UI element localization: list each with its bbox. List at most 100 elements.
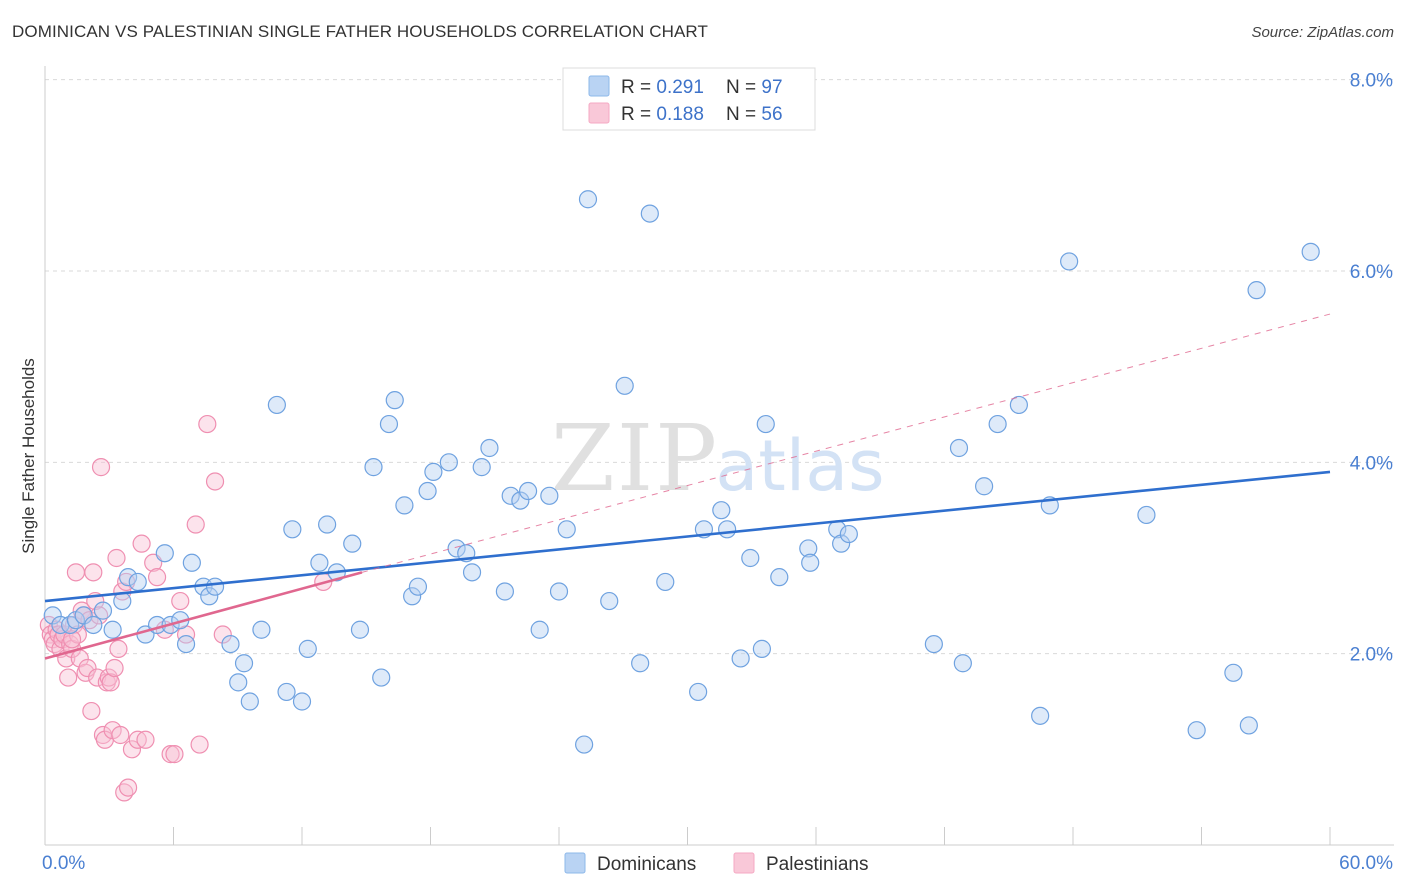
dominicans-point-34	[343, 534, 362, 553]
dominicans-point-49	[472, 458, 491, 477]
dominicans-point-59	[575, 735, 594, 754]
palestinians-point-55	[198, 414, 217, 434]
dominicans-point-4	[74, 606, 93, 625]
dominicans-point-65	[656, 572, 675, 592]
y-tick-label-3: 8.0%	[1350, 71, 1393, 92]
dominicans-point-38	[379, 414, 399, 434]
palestinians-point-41	[118, 778, 138, 797]
dominicans-point-88	[1060, 252, 1079, 271]
dominicans-point-25	[252, 620, 271, 639]
dominicans-point-71	[741, 548, 760, 568]
dominicans-point-89	[1137, 505, 1156, 525]
palestinians-point-14	[66, 563, 86, 582]
dominicans-point-37	[372, 668, 391, 687]
dominicans-point-35	[350, 620, 370, 639]
legend-n-dominicans: 97	[761, 77, 782, 98]
axes	[44, 66, 1394, 846]
dominicans-point-0	[43, 606, 62, 625]
y-tick-labels: 2.0% 4.0% 6.0% 8.0%	[1350, 71, 1393, 666]
dominicans-point-55	[530, 620, 549, 639]
dominicans-point-44	[424, 462, 443, 481]
dominicans-point-70	[731, 649, 750, 668]
dominicans-point-72	[752, 639, 771, 658]
y-tick-label-1: 4.0%	[1350, 453, 1393, 474]
legend-swatch-palestinians	[588, 102, 610, 124]
dominicans-point-94	[1301, 242, 1320, 261]
chart-title: DOMINICAN VS PALESTINIAN SINGLE FATHER H…	[12, 22, 708, 41]
palestinians-points	[39, 414, 333, 802]
dominicans-point-20	[205, 577, 225, 596]
dominicans-point-41	[403, 587, 422, 606]
palestinians-point-20	[78, 658, 97, 678]
palestinians-point-34	[105, 658, 124, 678]
palestinians-point-37	[111, 725, 130, 745]
dominicans-point-27	[277, 682, 296, 702]
dominicans-point-50	[480, 438, 499, 458]
palestinians-point-22	[82, 701, 101, 721]
palestinians-point-51	[171, 591, 190, 611]
dominicans-point-62	[615, 376, 634, 395]
source-label: Source: ZipAtlas.com	[1251, 24, 1394, 41]
legend-r-palestinians: 0.188	[656, 104, 704, 125]
palestinians-point-43	[128, 730, 147, 749]
dominicans-point-28	[283, 520, 302, 539]
dominicans-point-19	[200, 587, 219, 606]
bottom-legend-swatch-dominicans	[564, 852, 586, 874]
dominicans-point-66	[689, 682, 708, 702]
palestinians-point-32	[101, 673, 120, 692]
dominicans-points	[43, 190, 1320, 754]
watermark-zip: ZIP	[551, 405, 719, 512]
dominicans-point-32	[318, 515, 337, 534]
dominicans-point-58	[557, 520, 576, 539]
dominicans-point-39	[385, 391, 404, 410]
dominicans-point-16	[176, 634, 196, 654]
dominicans-point-29	[292, 692, 312, 711]
top-legend: R = 0.291 N = 97 R = 0.188 N = 56	[562, 67, 816, 131]
dominicans-point-61	[600, 591, 619, 611]
dominicans-point-64	[640, 204, 659, 223]
dominicans-point-73	[756, 414, 775, 434]
dominicans-point-90	[1187, 721, 1206, 740]
palestinians-point-27	[91, 458, 111, 477]
dominicans-point-85	[1009, 395, 1028, 415]
dominicans-point-30	[298, 639, 317, 658]
dominicans-point-80	[924, 634, 943, 654]
dominicans-point-57	[549, 582, 569, 601]
dominicans-point-22	[229, 673, 248, 692]
legend-r-label-palestinians: R =	[621, 104, 656, 125]
palestinians-point-47	[147, 568, 167, 587]
dominicans-point-31	[310, 553, 329, 572]
legend-r-label-dominicans: R =	[621, 77, 656, 98]
trend-lines	[44, 313, 1331, 660]
dominicans-point-42	[408, 577, 428, 596]
y-tick-label-0: 2.0%	[1350, 645, 1393, 666]
svg-text:N = 97: N = 97	[726, 77, 783, 98]
dominicans-point-76	[801, 553, 820, 572]
dominicans-point-21	[221, 634, 240, 654]
trend-line-palestinians-1	[44, 571, 363, 660]
dominicans-point-63	[631, 654, 650, 673]
dominicans-point-86	[1031, 706, 1050, 725]
dominicans-point-5	[84, 615, 103, 635]
dominicans-point-23	[234, 654, 254, 673]
legend-n-palestinians: 56	[761, 104, 782, 125]
dominicans-point-51	[495, 582, 514, 601]
bottom-legend: Dominicans Palestinians	[564, 852, 868, 875]
dominicans-point-75	[799, 539, 818, 558]
dominicans-point-91	[1224, 663, 1243, 682]
palestinians-point-15	[68, 625, 87, 644]
dominicans-point-13	[155, 544, 174, 563]
palestinians-point-44	[132, 534, 151, 553]
legend-swatch-dominicans	[588, 75, 610, 97]
palestinians-point-50	[165, 745, 184, 764]
palestinians-point-59	[62, 630, 82, 649]
svg-text:R = 0.291: R = 0.291	[621, 77, 704, 98]
watermark-atlas: atlas	[715, 425, 884, 507]
dominicans-point-60	[578, 190, 598, 209]
dominicans-point-69	[718, 520, 737, 539]
dominicans-point-68	[712, 501, 731, 520]
palestinians-point-35	[107, 548, 126, 568]
dominicans-point-6	[93, 601, 113, 620]
x-tick-labels: 0.0% 60.0%	[42, 853, 1393, 874]
dominicans-point-7	[103, 620, 122, 639]
